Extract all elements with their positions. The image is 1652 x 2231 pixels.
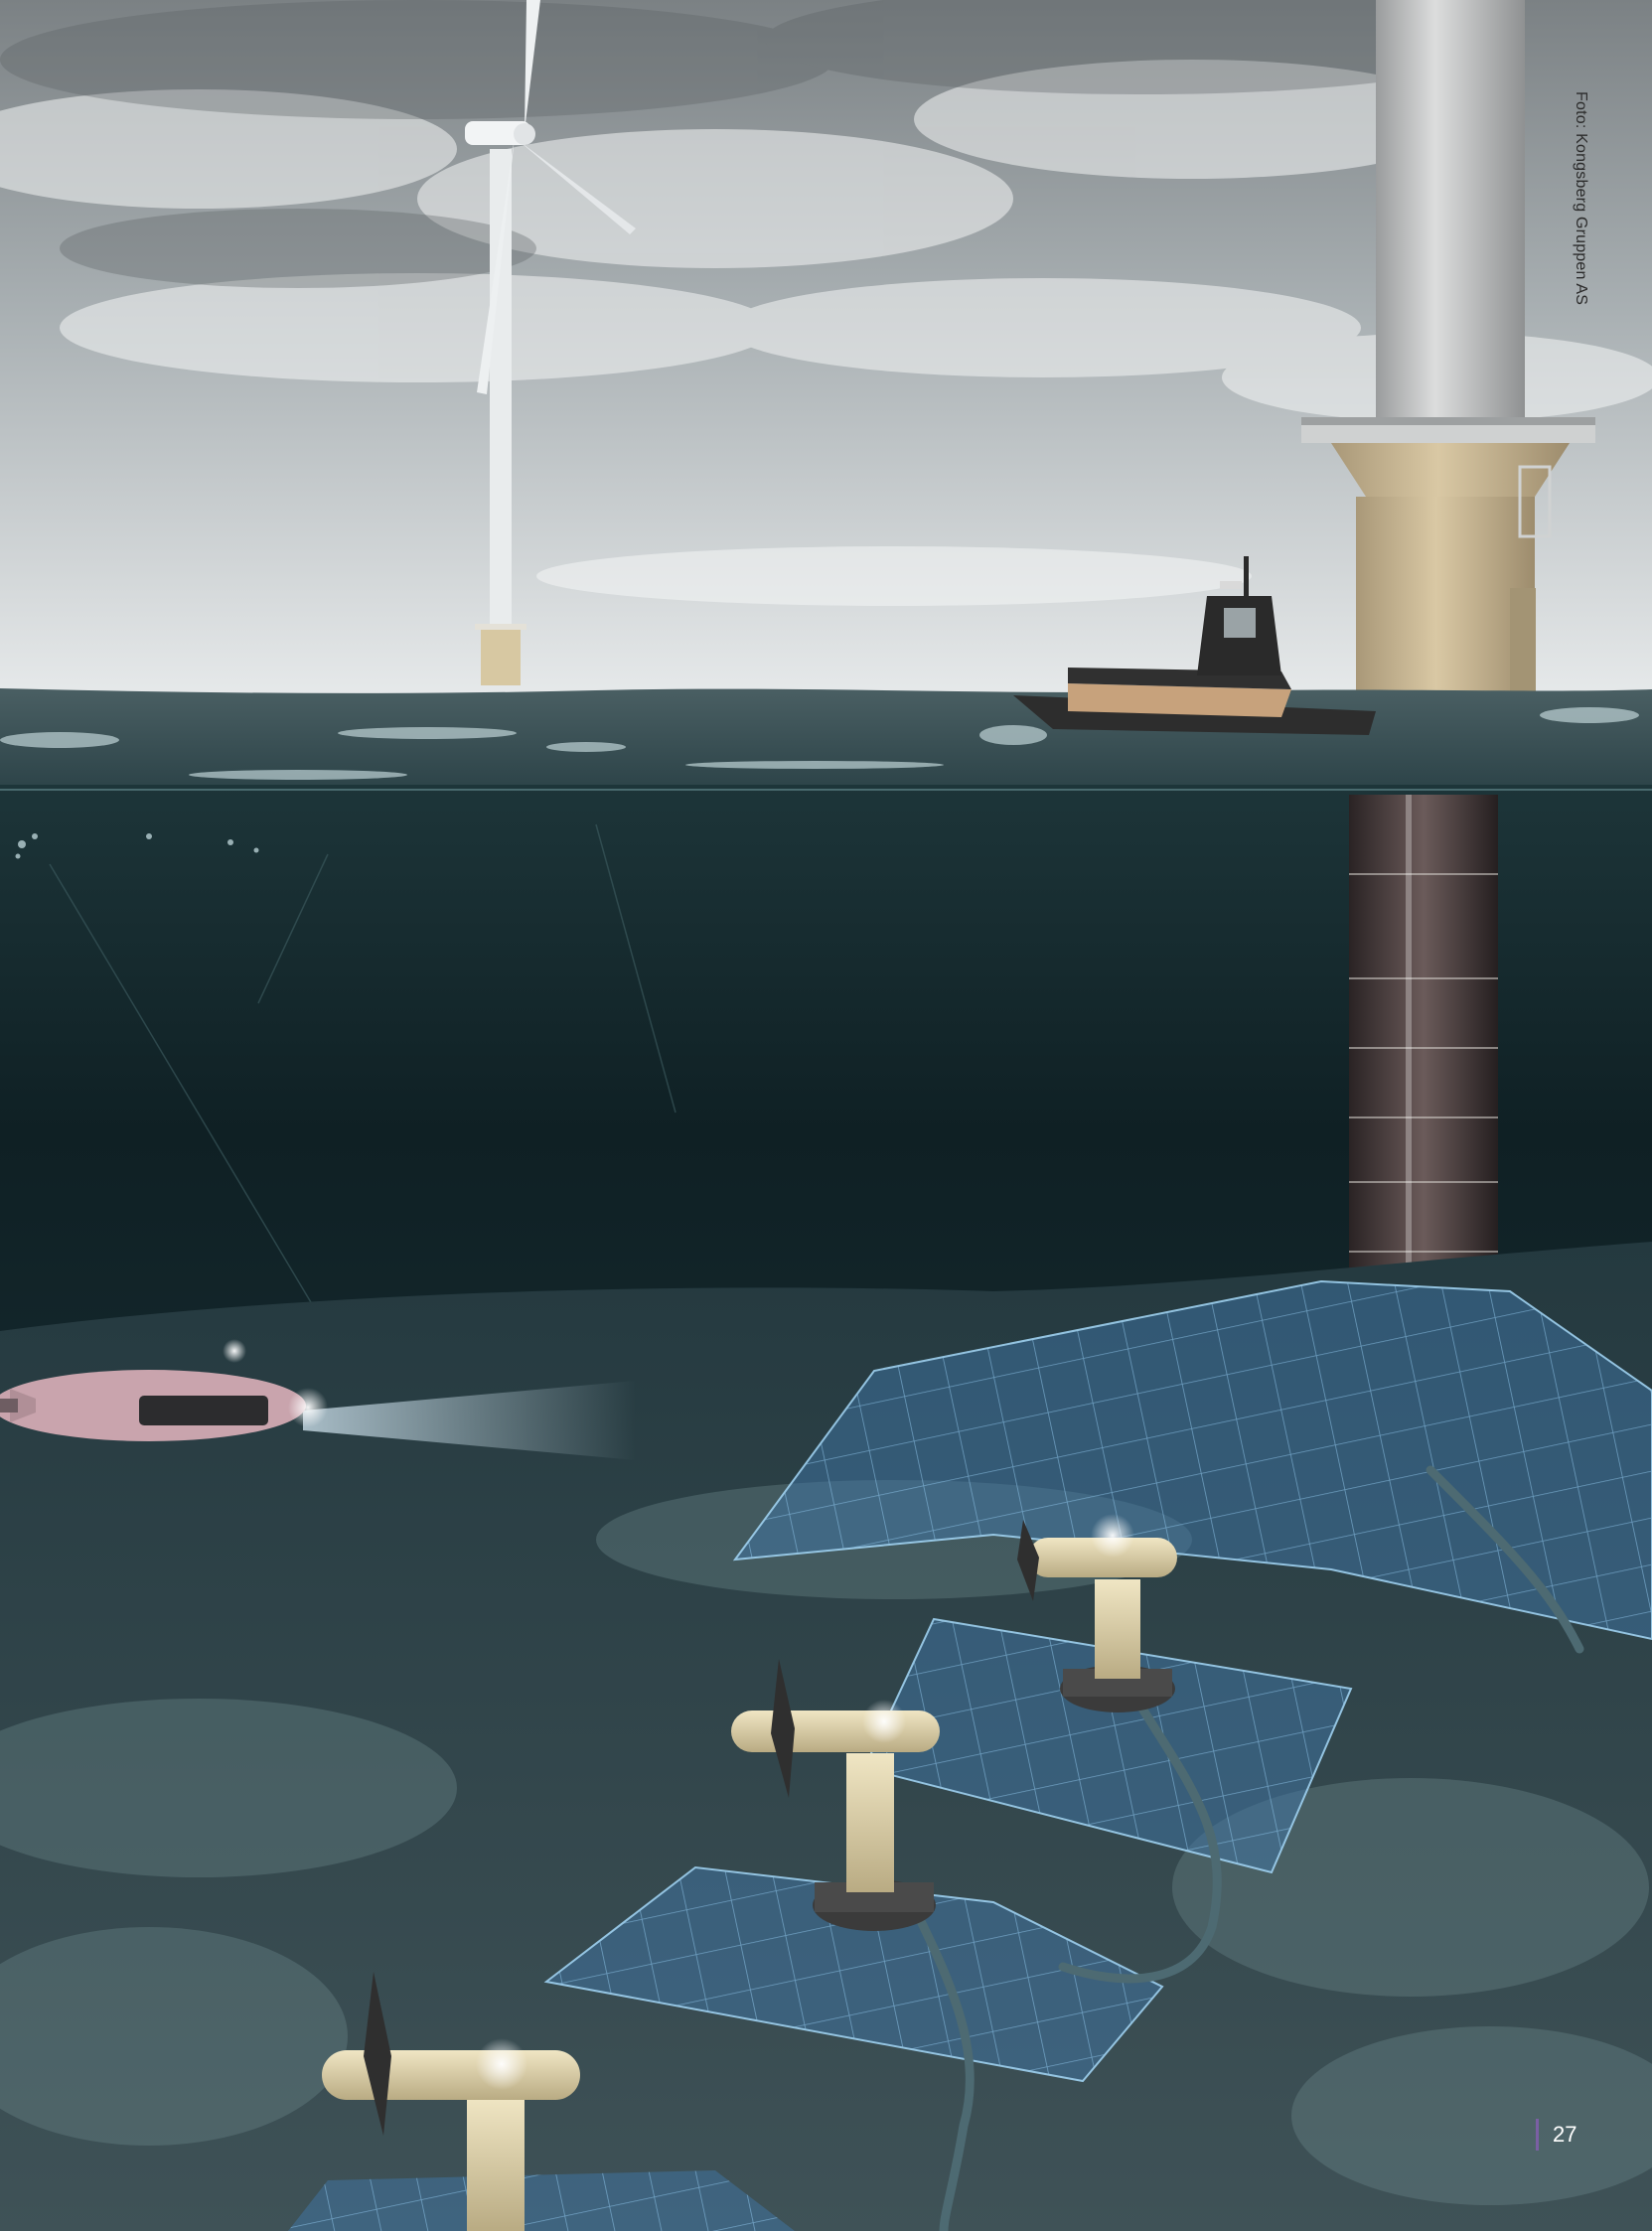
auv-icon: [0, 1339, 636, 1460]
offshore-foundation-icon: [1301, 0, 1595, 710]
clouds: [0, 60, 1652, 606]
tidal-turbine-icon: [1017, 1514, 1177, 1712]
page-number-block: 27: [1536, 2119, 1577, 2151]
survey-grid-middle: [862, 1617, 1353, 1874]
wave-highlights: [0, 707, 1639, 780]
survey-grid-large: [732, 1279, 1652, 1641]
subsea-cables: [909, 1465, 1584, 2231]
survey-grid-lower: [543, 1865, 1164, 2083]
vessel-icon: [1013, 556, 1376, 735]
page-number: 27: [1553, 2122, 1577, 2147]
bubbles: [15, 833, 259, 859]
photo-credit: Foto: Kongsberg Gruppen AS: [1573, 91, 1589, 306]
tidal-turbine-icon: [731, 1659, 940, 1931]
page-accent-bar: [1536, 2119, 1539, 2151]
monopile: [1349, 795, 1498, 1321]
tidal-turbine-icon: [322, 1972, 580, 2231]
mooring-lines: [49, 823, 676, 1382]
dark-clouds: [0, 0, 1520, 288]
wind-turbine-icon: [465, 0, 636, 685]
survey-grid-bottom: [288, 2170, 795, 2231]
